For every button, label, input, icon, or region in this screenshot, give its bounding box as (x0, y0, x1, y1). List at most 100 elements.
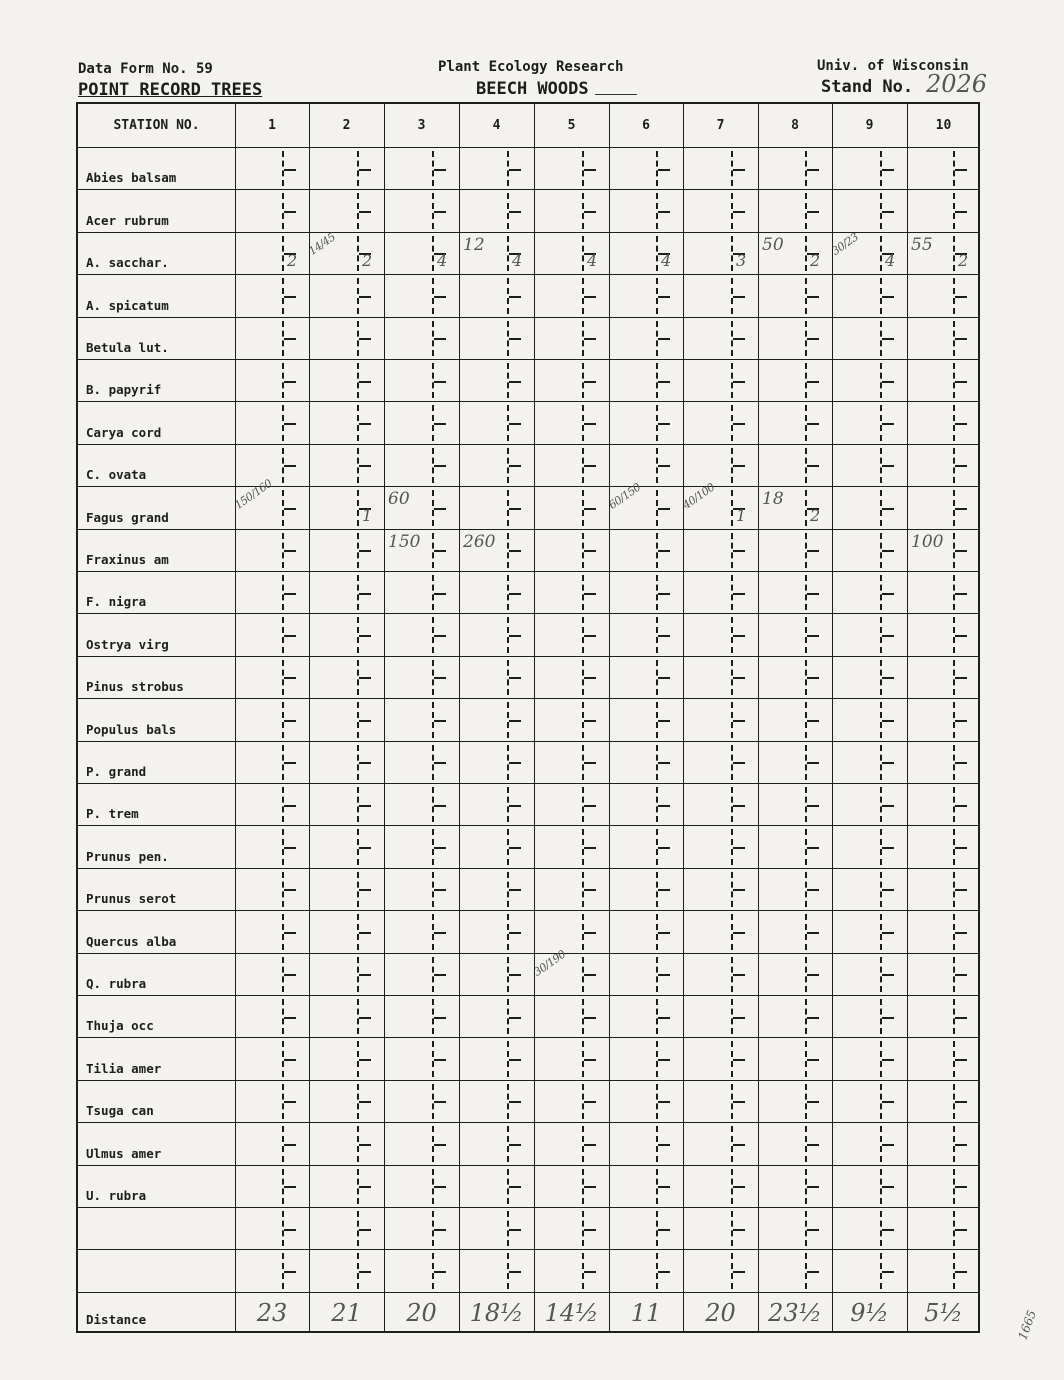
cell-divider (880, 363, 882, 399)
station-cell (309, 572, 384, 613)
cell-divider (357, 702, 359, 738)
station-cell (459, 275, 534, 316)
cell-divider (507, 1211, 509, 1247)
station-header-label: STATION NO. (113, 118, 200, 133)
entry-value: 150 (388, 531, 421, 552)
station-cell (758, 1166, 832, 1207)
station-cell (907, 1208, 980, 1249)
station-cell (683, 699, 758, 740)
cell-tick (658, 1016, 670, 1019)
cell-divider (507, 871, 509, 908)
cell-divider (656, 871, 658, 908)
station-cell (235, 784, 309, 825)
cell-tick (807, 847, 819, 850)
station-cell (683, 360, 758, 401)
cell-tick (434, 719, 446, 722)
distance-row: Distance 23 21 20 18½ 14½ 11 20 23½ 9½ 5½ (78, 1291, 978, 1331)
cell-tick (359, 1101, 371, 1104)
cell-divider (880, 956, 882, 992)
cell-tick (359, 931, 371, 934)
cell-divider (357, 744, 359, 780)
cell-divider (507, 914, 509, 950)
species-row: Ostrya virg (78, 613, 978, 655)
cell-divider (880, 829, 882, 865)
station-cell (534, 657, 609, 698)
cell-divider (282, 532, 284, 568)
station-cell (309, 784, 384, 825)
station-cell (683, 1038, 758, 1079)
species-label: P. grand (86, 763, 147, 779)
station-number-cell: 10 (907, 104, 980, 147)
station-cell (309, 1038, 384, 1079)
cell-tick (359, 889, 371, 892)
station-cell (609, 614, 683, 655)
cell-tick (584, 931, 596, 934)
station-cell (534, 1081, 609, 1122)
species-label: Q. rubra (86, 975, 147, 991)
station-cell (534, 742, 609, 783)
cell-tick (284, 889, 296, 892)
station-cell (235, 699, 309, 740)
cell-tick (882, 1228, 894, 1231)
species-label: A. spicatum (86, 297, 169, 313)
cell-divider (507, 363, 509, 399)
cell-tick (733, 1186, 745, 1189)
station-cell (459, 911, 534, 952)
station-cell (534, 784, 609, 825)
cell-divider (507, 1168, 509, 1204)
cell-divider (582, 1041, 584, 1077)
cell-tick (733, 1016, 745, 1019)
cell-divider (282, 193, 284, 229)
cell-divider (357, 999, 359, 1035)
cell-divider (805, 447, 807, 484)
distance-cell: 23½ (758, 1293, 832, 1331)
cell-tick (658, 338, 670, 341)
entry-count: 4 (885, 251, 896, 271)
cell-divider (953, 702, 955, 738)
cell-divider (432, 363, 434, 399)
station-cell (609, 530, 683, 571)
cell-divider (432, 193, 434, 229)
station-cell (907, 1250, 980, 1291)
cell-divider (656, 659, 658, 696)
cell-tick (509, 1271, 521, 1274)
station-number: 4 (492, 118, 501, 133)
station-cell (384, 614, 459, 655)
cell-tick (509, 168, 521, 171)
cell-divider (282, 447, 284, 484)
station-cell (534, 530, 609, 571)
station-cell (907, 487, 980, 528)
station-cell (758, 148, 832, 189)
entry-count: 4 (661, 251, 672, 271)
cell-tick (658, 931, 670, 934)
distance-cell: 20 (384, 1293, 459, 1331)
cell-divider (880, 405, 882, 441)
cell-divider (432, 447, 434, 484)
cell-tick (955, 423, 967, 426)
cell-divider (357, 235, 359, 272)
cell-divider (656, 532, 658, 568)
cell-divider (357, 1083, 359, 1120)
station-cell (832, 1081, 907, 1122)
station-cell (384, 784, 459, 825)
cell-tick (955, 719, 967, 722)
station-cell (309, 996, 384, 1037)
station-number-cell: 8 (758, 104, 832, 147)
species-row: Thuja occ (78, 995, 978, 1037)
column-line (459, 104, 460, 1331)
cell-tick (733, 592, 745, 595)
cell-divider (507, 999, 509, 1035)
station-cell (309, 742, 384, 783)
cell-tick (658, 211, 670, 214)
entry-count: 1 (362, 505, 373, 525)
cell-divider (880, 871, 882, 908)
station-cell (534, 275, 609, 316)
cell-divider (880, 617, 882, 653)
cell-tick (359, 719, 371, 722)
entry-count: 2 (362, 251, 373, 271)
cell-tick (434, 211, 446, 214)
cell-divider (880, 1083, 882, 1120)
station-cell (459, 869, 534, 910)
cell-tick (359, 338, 371, 341)
station-cell (235, 360, 309, 401)
